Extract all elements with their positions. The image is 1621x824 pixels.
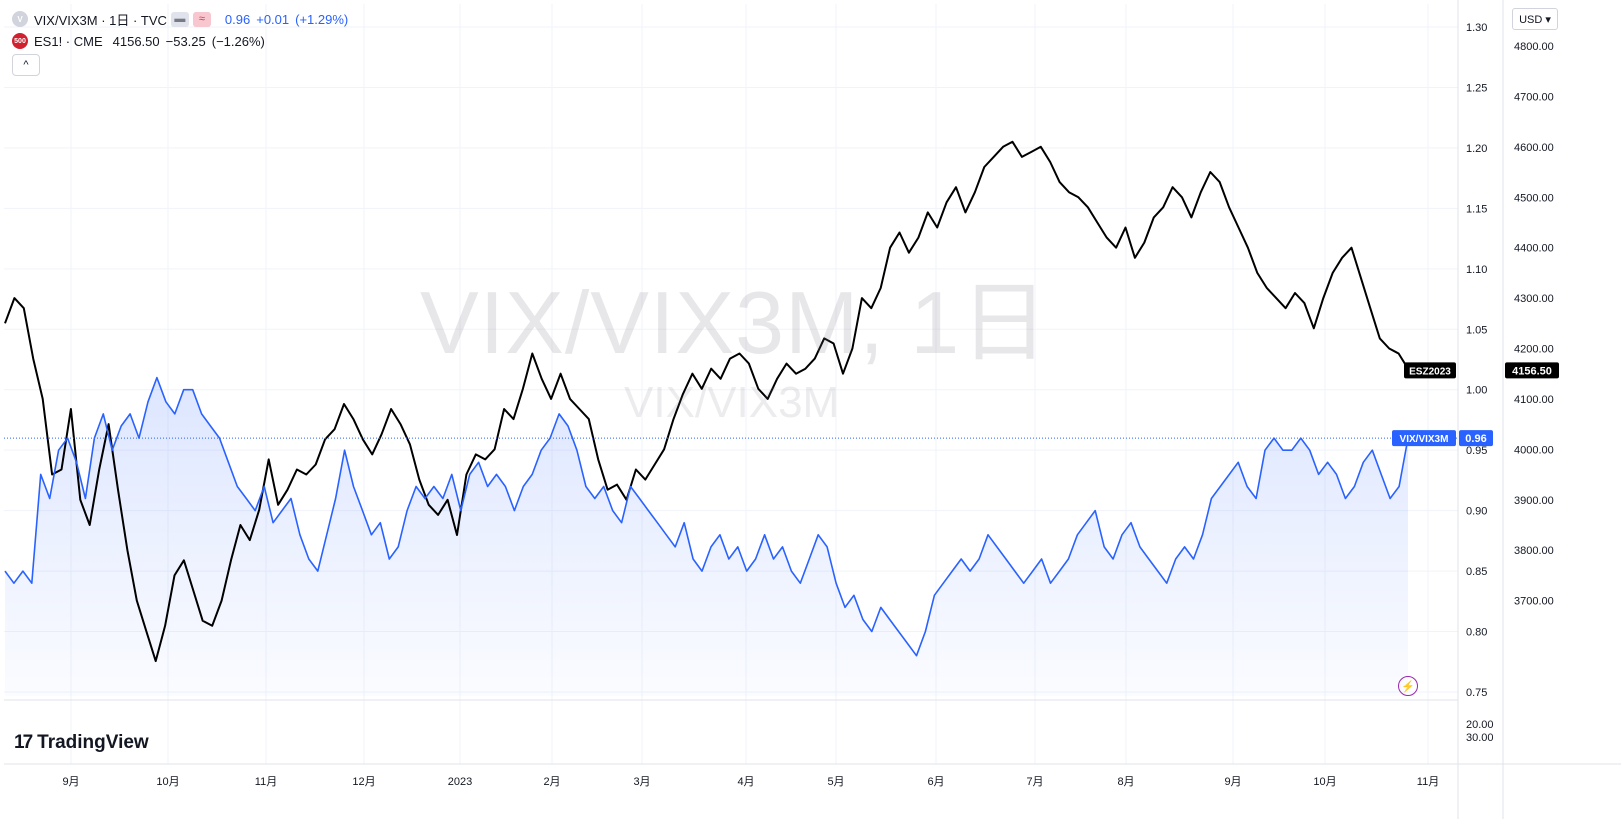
legend-main-title[interactable]: VIX/VIX3M · 1日 · TVC: [34, 12, 167, 28]
currency-button[interactable]: USD ▾: [1512, 8, 1558, 30]
legend-collapse-button[interactable]: ^: [12, 54, 40, 76]
ratio-tick-label-4: 1.10: [1466, 264, 1487, 276]
tradingview-logo[interactable]: 17 TradingView: [14, 732, 149, 754]
ratio-tick-label-3: 1.15: [1466, 203, 1487, 215]
ratio-tick-label-11: 0.75: [1466, 687, 1487, 699]
legend-compare-row[interactable]: 500 ES1! · CME 4156.50 −53.25 (−1.26%): [12, 30, 348, 52]
ratio-tick-label-1: 1.25: [1466, 82, 1487, 94]
legend-compare-change-pct: (−1.26%): [211, 33, 265, 49]
legend-compare-value: 4156.50: [112, 33, 160, 49]
x-tick-label-11: 8月: [1117, 776, 1134, 788]
chevron-up-icon: ^: [23, 59, 29, 71]
chart-legend: V VIX/VIX3M · 1日 · TVC ▬ ≈ 0.96 +0.01 (+…: [12, 8, 348, 76]
vix-ratio-badge-bg: [1459, 430, 1493, 447]
x-tick-label-14: 11月: [1417, 776, 1439, 788]
price-tick-label-1: 4700.00: [1514, 91, 1554, 103]
approx-icon[interactable]: ≈: [192, 11, 211, 27]
ratio-tick-label-5: 1.05: [1466, 324, 1487, 336]
vix-series-line: [4, 376, 1409, 657]
x-tick-label-4: 2023: [448, 776, 472, 788]
legend-compare-change: −53.25: [165, 33, 206, 49]
watermark-main: VIX/VIX3M, 1日: [420, 273, 1050, 372]
legend-main-row[interactable]: V VIX/VIX3M · 1日 · TVC ▬ ≈ 0.96 +0.01 (+…: [12, 8, 348, 30]
price-tick-label-4: 4400.00: [1514, 243, 1554, 255]
ratio-tick-label-10: 0.80: [1466, 627, 1487, 639]
vix-symbol-icon: V: [12, 11, 28, 27]
price-tick-label-5: 4300.00: [1514, 293, 1554, 305]
vix-line-group: [4, 376, 1409, 657]
x-tick-label-0: 9月: [62, 776, 79, 788]
x-tick-label-2: 11月: [255, 776, 277, 788]
es-price-badge-bg: [1505, 362, 1559, 379]
price-badges: ESZ2023 4156.50 VIX/VIX3M 0.96: [1392, 362, 1559, 447]
price-tick-label-6: 4200.00: [1514, 344, 1554, 356]
ratio-tick-label-2: 1.20: [1466, 143, 1487, 155]
ratio-tick-label-7: 0.95: [1466, 445, 1487, 457]
price-tick-label-11: 3700.00: [1514, 596, 1554, 608]
x-tick-label-13: 10月: [1313, 776, 1336, 788]
lower-tick-label-1: 30.00: [1466, 732, 1494, 744]
x-tick-label-10: 7月: [1026, 776, 1043, 788]
x-tick-label-9: 6月: [927, 776, 944, 788]
x-tick-label-1: 10月: [156, 776, 179, 788]
lightning-icon[interactable]: ⚡: [1398, 676, 1418, 696]
vix-series-badge-label: VIX/VIX3M: [1400, 434, 1449, 445]
legend-compare-title[interactable]: ES1! · CME: [34, 33, 103, 49]
price-tick-label-9: 3900.00: [1514, 495, 1554, 507]
es-series-line: [4, 140, 1409, 663]
vix-series-badge-bg: [1392, 430, 1456, 447]
es-series-badge-label: ESZ2023: [1409, 366, 1451, 377]
es-symbol-icon: 500: [12, 33, 28, 49]
price-tick-label-2: 4600.00: [1514, 142, 1554, 154]
lower-tick-label-0: 20.00: [1466, 719, 1494, 731]
x-tick-label-12: 9月: [1224, 776, 1241, 788]
vix-ratio-badge-label: 0.96: [1465, 433, 1486, 445]
x-tick-label-5: 2月: [543, 776, 560, 788]
es-price-badge-label: 4156.50: [1512, 365, 1552, 377]
ratio-tick-label-9: 0.85: [1466, 566, 1487, 578]
tradingview-logo-icon: 17: [14, 732, 33, 753]
price-tick-label-7: 4100.00: [1514, 394, 1554, 406]
price-tick-label-3: 4500.00: [1514, 192, 1554, 204]
price-tick-label-10: 3800.00: [1514, 545, 1554, 557]
es-series-badge-bg: [1404, 362, 1456, 379]
x-tick-label-8: 5月: [827, 776, 844, 788]
watermark-secondary: VIX/VIX3M: [624, 378, 840, 427]
legend-main-value: 0.96: [224, 11, 251, 27]
minus-icon[interactable]: ▬: [170, 11, 189, 27]
tradingview-logo-text: TradingView: [37, 732, 149, 753]
price-tick-label-0: 4800.00: [1514, 41, 1554, 53]
axes: 9月 10月 11月 12月 2023 2月 3月 4月 5月 6月 7月 8月 9月 10月 11月 1.3…: [4, 0, 1621, 819]
es-line-group: [4, 140, 1409, 663]
x-tick-label-3: 12月: [352, 776, 375, 788]
ratio-tick-label-0: 1.30: [1466, 22, 1487, 34]
x-tick-label-7: 4月: [737, 776, 754, 788]
vix-area-fill: [5, 377, 1408, 696]
ratio-tick-label-8: 0.90: [1466, 506, 1487, 518]
legend-main-change-pct: (+1.29%): [295, 11, 349, 27]
legend-main-change: +0.01: [256, 11, 290, 27]
ratio-tick-label-6: 1.00: [1466, 385, 1487, 397]
price-tick-label-8: 4000.00: [1514, 444, 1554, 456]
x-tick-label-6: 3月: [633, 776, 650, 788]
vix-area: [5, 377, 1408, 696]
